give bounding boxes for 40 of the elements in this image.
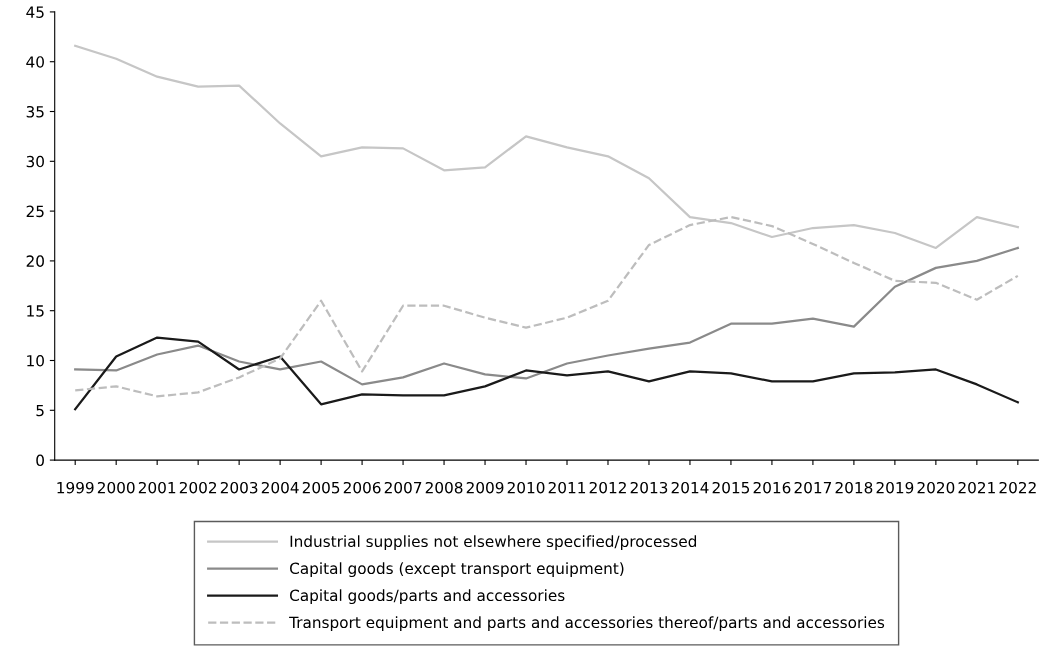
y-tick-label: 25 [26, 205, 44, 218]
legend-label: Capital goods (except transport equipment) [290, 562, 624, 578]
x-tick-label: 2000 [97, 481, 135, 494]
y-tick-label: 45 [26, 6, 44, 18]
y-tick-label: 30 [26, 155, 44, 168]
y-tick-label: 10 [27, 354, 44, 367]
x-tick-label: 2020 [917, 481, 955, 494]
line-series [74, 336, 1019, 411]
x-tick-label: 2021 [958, 481, 995, 494]
x-tick-label: 2003 [220, 481, 258, 494]
x-tick-label: 2006 [343, 481, 381, 494]
x-tick-label: 2008 [425, 481, 463, 494]
legend-label: Capital goods/parts and accessories [290, 589, 565, 605]
x-tick-label: 2005 [302, 481, 340, 494]
x-tick-label: 2004 [261, 481, 299, 494]
x-tick-label: 2010 [507, 481, 545, 494]
x-tick-label: 2009 [466, 481, 504, 494]
x-tick-label: 2014 [671, 481, 709, 494]
y-tick-label: 20 [26, 255, 44, 267]
y-tick-label: 0 [36, 454, 44, 467]
line-series [74, 246, 1019, 386]
x-tick-label: 2016 [753, 481, 791, 494]
x-tick-label: 2015 [712, 481, 750, 494]
x-tick-label: 2007 [384, 481, 422, 494]
y-tick-label: 5 [36, 404, 44, 417]
x-tick-label: 2013 [630, 481, 668, 494]
x-tick-label: 2011 [548, 481, 586, 494]
x-tick-label: 2001 [138, 481, 176, 494]
legend-label: Industrial supplies not elsewhere specified/processed [290, 535, 697, 551]
x-tick-label: 2002 [179, 481, 217, 494]
y-tick-label: 40 [26, 56, 44, 68]
x-tick-label: 2022 [999, 481, 1036, 494]
y-tick-label: 35 [26, 105, 44, 118]
x-tick-label: 2017 [794, 481, 832, 494]
x-tick-label: 1999 [57, 481, 94, 494]
x-tick-label: 2019 [876, 481, 914, 494]
y-tick-label: 15 [27, 305, 44, 317]
x-tick-label: 2018 [835, 481, 873, 494]
legend-label: Transport equipment and parts and accessories thereof/parts and accessories [289, 616, 885, 632]
x-tick-label: 2012 [589, 481, 626, 494]
